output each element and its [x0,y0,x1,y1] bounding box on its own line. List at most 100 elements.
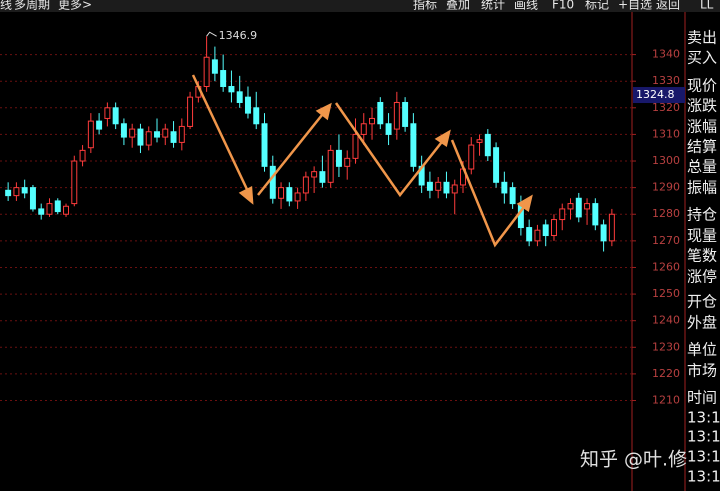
candle-body [236,91,243,103]
candle-body [29,187,36,210]
candle-body [410,123,417,167]
quote-field: 13:16 [687,468,720,486]
y-tick-label: 1220 [652,367,680,380]
candle-body [253,107,260,125]
annotation-pointer [206,31,217,37]
candle-body [567,203,574,210]
candle-body [145,131,152,146]
candle-body [435,181,442,191]
candle-body [220,70,227,88]
candle-body [129,128,136,138]
quote-field: 外盘 [687,314,717,332]
candle-body [476,139,483,143]
grid [0,54,632,402]
candle-body [154,131,160,138]
quote-field: 结算 [687,138,717,156]
candle-body [377,101,384,125]
quote-field: 市场 [687,362,717,380]
y-tick-label: 1260 [652,260,680,273]
watermark: 知乎 @叶.修 [580,449,687,471]
quote-field: 开仓 [687,293,717,311]
candles: 1346.9 [5,29,615,252]
candle-body [327,149,334,183]
candle-body [178,125,185,143]
candle-body [46,203,53,215]
candle-body [278,187,285,199]
quote-field: 现量 [687,227,717,245]
toolbar-item[interactable]: 画线 [514,0,538,12]
candle-body [526,227,533,242]
candle-body [71,160,78,205]
arrow-line [257,109,327,196]
candle-body [261,123,268,167]
candle-body [493,147,500,183]
toolbar-item[interactable]: 更多> [58,0,92,12]
candle-body [302,176,309,194]
y-tick-label: 1320 [652,101,680,114]
candle-body [468,144,475,170]
quote-field: 涨幅 [687,118,717,136]
candle-body [21,187,28,194]
toolbar-item[interactable]: 标记 [585,0,609,12]
candle-body [426,181,433,191]
candle-body [87,120,94,149]
candle-body [79,149,86,162]
quote-field: 13:16 [687,428,720,446]
candle-body [501,181,508,194]
candle-body [360,123,367,135]
candle-body [385,123,392,135]
candle-body [600,224,607,242]
arrowhead [238,186,254,205]
y-tick-label: 1250 [652,287,680,300]
candle-body [162,128,169,138]
arrowhead [434,129,451,148]
candle-body [228,86,235,93]
arrow-line [191,74,254,201]
candle-body [451,184,458,194]
quote-field: 笔数 [687,247,717,265]
last-price-label: 1324.8 [636,88,675,101]
candle-body [443,181,450,194]
candle-body [54,200,61,213]
y-tick-label: 1240 [652,314,680,327]
toolbar-item[interactable]: 返回 [656,0,680,12]
quote-field: 单位 [687,341,717,359]
toolbar-item[interactable]: 多周期 [14,0,50,12]
quote-field: 涨停 [687,268,717,286]
y-tick-label: 1270 [652,234,680,247]
quote-field: 总量 [687,158,717,176]
candle-body [584,203,591,210]
candle-body [608,213,615,242]
candle-body [509,187,516,205]
toolbar-item[interactable]: 叠加 [446,0,470,12]
last-price-tag [633,87,685,104]
y-tick-label: 1330 [652,74,680,87]
toolbar-item[interactable]: +自选 [618,0,652,12]
toolbar-item[interactable]: LL [700,0,714,12]
arrow-line [334,102,446,198]
candle-body [344,157,351,167]
candle-body [104,107,111,119]
toolbar-item: 线 [0,0,12,12]
quote-field: 振幅 [687,179,717,197]
candle-body [286,187,293,202]
candle-body [211,59,218,74]
candle-body [575,197,582,218]
candle-body [203,56,210,88]
toolbar-item[interactable]: 统计 [481,0,505,12]
candle-body [38,208,45,215]
arrow-line [450,139,528,248]
toolbar-item[interactable]: F10 [552,0,574,12]
candle-body [244,96,251,114]
candle-body [120,123,127,138]
candle-body [369,117,376,125]
quote-field: 时间 [687,389,717,407]
candle-body [542,224,549,237]
y-tick-label: 1280 [652,207,680,220]
toolbar-item[interactable]: 指标 [413,0,437,12]
quote-field: 13:16 [687,409,720,427]
y-tick-label: 1230 [652,340,680,353]
toolbar-bg [0,0,720,12]
candle-body [137,128,144,146]
